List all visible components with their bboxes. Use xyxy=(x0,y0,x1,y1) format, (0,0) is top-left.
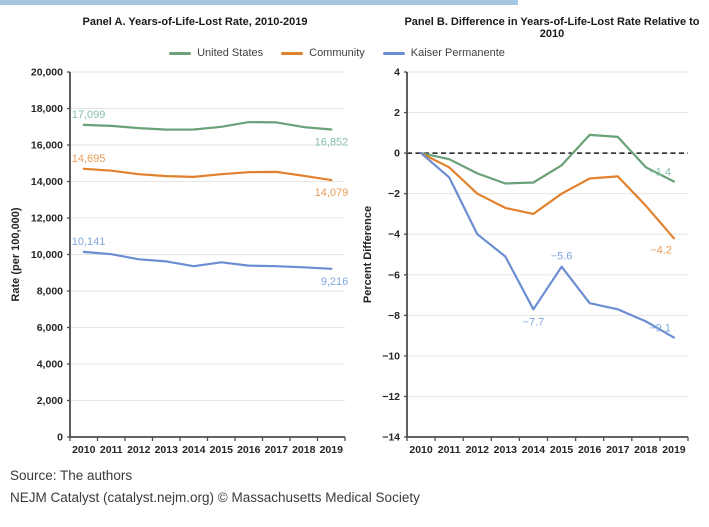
xtick-label: 2016 xyxy=(578,444,602,456)
ytick-label: −4 xyxy=(388,229,400,241)
ytick-label: 2 xyxy=(394,107,400,119)
kaiser-permanente-dash-icon xyxy=(382,51,405,55)
xtick-label: 2014 xyxy=(522,444,546,456)
top-accent-bar xyxy=(0,0,518,5)
xtick-label: 2019 xyxy=(320,444,344,456)
data-label-kaiser-permanente: −7.7 xyxy=(523,316,545,328)
legend-label-united-states: United States xyxy=(197,47,264,59)
xtick-label: 2019 xyxy=(662,444,686,456)
xtick-label: 2015 xyxy=(550,444,574,456)
xtick-label: 2011 xyxy=(438,444,461,456)
ytick-label: 8,000 xyxy=(37,286,63,298)
xtick-label: 2018 xyxy=(292,444,316,456)
panel-a-title: Panel A. Years-of-Life-Lost Rate, 2010-2… xyxy=(82,16,308,28)
xtick-label: 2018 xyxy=(634,444,658,456)
ytick-label: 12,000 xyxy=(31,213,63,225)
panel-a-chart: 0 2,000 4,000 6,000 8,000 10,000 12,000 14,000 1… xyxy=(10,67,349,457)
xtick-label: 2017 xyxy=(606,444,630,456)
xtick-label: 2010 xyxy=(409,444,433,456)
xtick-label: 2012 xyxy=(466,444,490,456)
ytick-label: 20,000 xyxy=(31,67,63,79)
ytick-label: 4 xyxy=(394,67,400,79)
series-line-kaiser-permanente xyxy=(82,250,333,270)
data-label-kaiser-permanente: 9,216 xyxy=(321,276,349,288)
ytick-label: −2 xyxy=(388,188,400,200)
ytick-label: 6,000 xyxy=(37,322,63,334)
xtick-label: 2016 xyxy=(237,444,261,456)
ytick-label: 4,000 xyxy=(37,359,63,371)
data-label-community: 14,079 xyxy=(315,187,349,199)
ytick-label: −8 xyxy=(388,310,400,322)
data-label-kaiser-permanente: −5.6 xyxy=(551,251,573,263)
legend-item-kaiser-permanente: Kaiser Permanente xyxy=(382,47,505,59)
xtick-label: 2015 xyxy=(210,444,234,456)
ytick-label: 2,000 xyxy=(37,395,63,407)
panel-b-title: Panel B. Difference in Years-of-Life-Los… xyxy=(404,16,700,40)
xtick-label: 2013 xyxy=(494,444,518,456)
series-line-community xyxy=(82,167,333,182)
data-label-kaiser-permanente: −9.1 xyxy=(649,323,671,335)
series-line-kaiser-permanente xyxy=(419,151,675,339)
ytick-label: 16,000 xyxy=(31,140,63,152)
ytick-label: 14,000 xyxy=(31,176,63,188)
ytick-label: 0 xyxy=(394,148,400,160)
legend: United States Community Kaiser Permanent… xyxy=(0,47,674,59)
ytick-label: 0 xyxy=(57,432,63,444)
series-line-united-states xyxy=(82,120,333,131)
xtick-label: 2014 xyxy=(182,444,206,456)
y-axis-title: Percent Difference xyxy=(362,206,374,303)
panel-b-chart: −14 −12 −10 −8 −6 −4 −2 0 2 4 2010 2011 2012 2013 2014… xyxy=(362,67,689,456)
copyright-note: NEJM Catalyst (catalyst.nejm.org) © Mass… xyxy=(10,490,420,505)
united-states-dash-icon xyxy=(169,51,192,55)
legend-item-community: Community xyxy=(281,47,365,59)
data-label-united-states: −1.4 xyxy=(649,167,671,179)
source-note: Source: The authors xyxy=(10,468,133,483)
footer: Source: The authors NEJM Catalyst (catal… xyxy=(10,465,420,509)
ytick-label: −10 xyxy=(382,350,400,362)
legend-item-united-states: United States xyxy=(169,47,263,59)
ytick-label: −6 xyxy=(388,269,400,281)
ytick-label: 18,000 xyxy=(31,103,63,115)
data-label-united-states: 16,852 xyxy=(315,136,349,148)
xtick-label: 2013 xyxy=(155,444,179,456)
ytick-label: −12 xyxy=(382,391,400,403)
legend-label-kaiser-permanente: Kaiser Permanente xyxy=(410,47,505,59)
ytick-label: 10,000 xyxy=(31,249,63,261)
series-line-community xyxy=(419,151,675,240)
data-label-community: 14,695 xyxy=(72,153,106,165)
xtick-label: 2012 xyxy=(127,444,151,456)
ytick-label: −14 xyxy=(382,432,400,444)
data-label-kaiser-permanente: 10,141 xyxy=(72,236,106,248)
xtick-label: 2011 xyxy=(100,444,123,456)
data-label-community: −4.2 xyxy=(650,244,672,256)
community-dash-icon xyxy=(281,51,304,55)
xtick-label: 2017 xyxy=(265,444,289,456)
data-label-united-states: 17,099 xyxy=(72,109,106,121)
y-axis-title: Rate (per 100,000) xyxy=(10,207,22,301)
series-line-united-states xyxy=(419,133,675,185)
xtick-label: 2010 xyxy=(72,444,96,456)
legend-label-community: Community xyxy=(309,47,365,59)
